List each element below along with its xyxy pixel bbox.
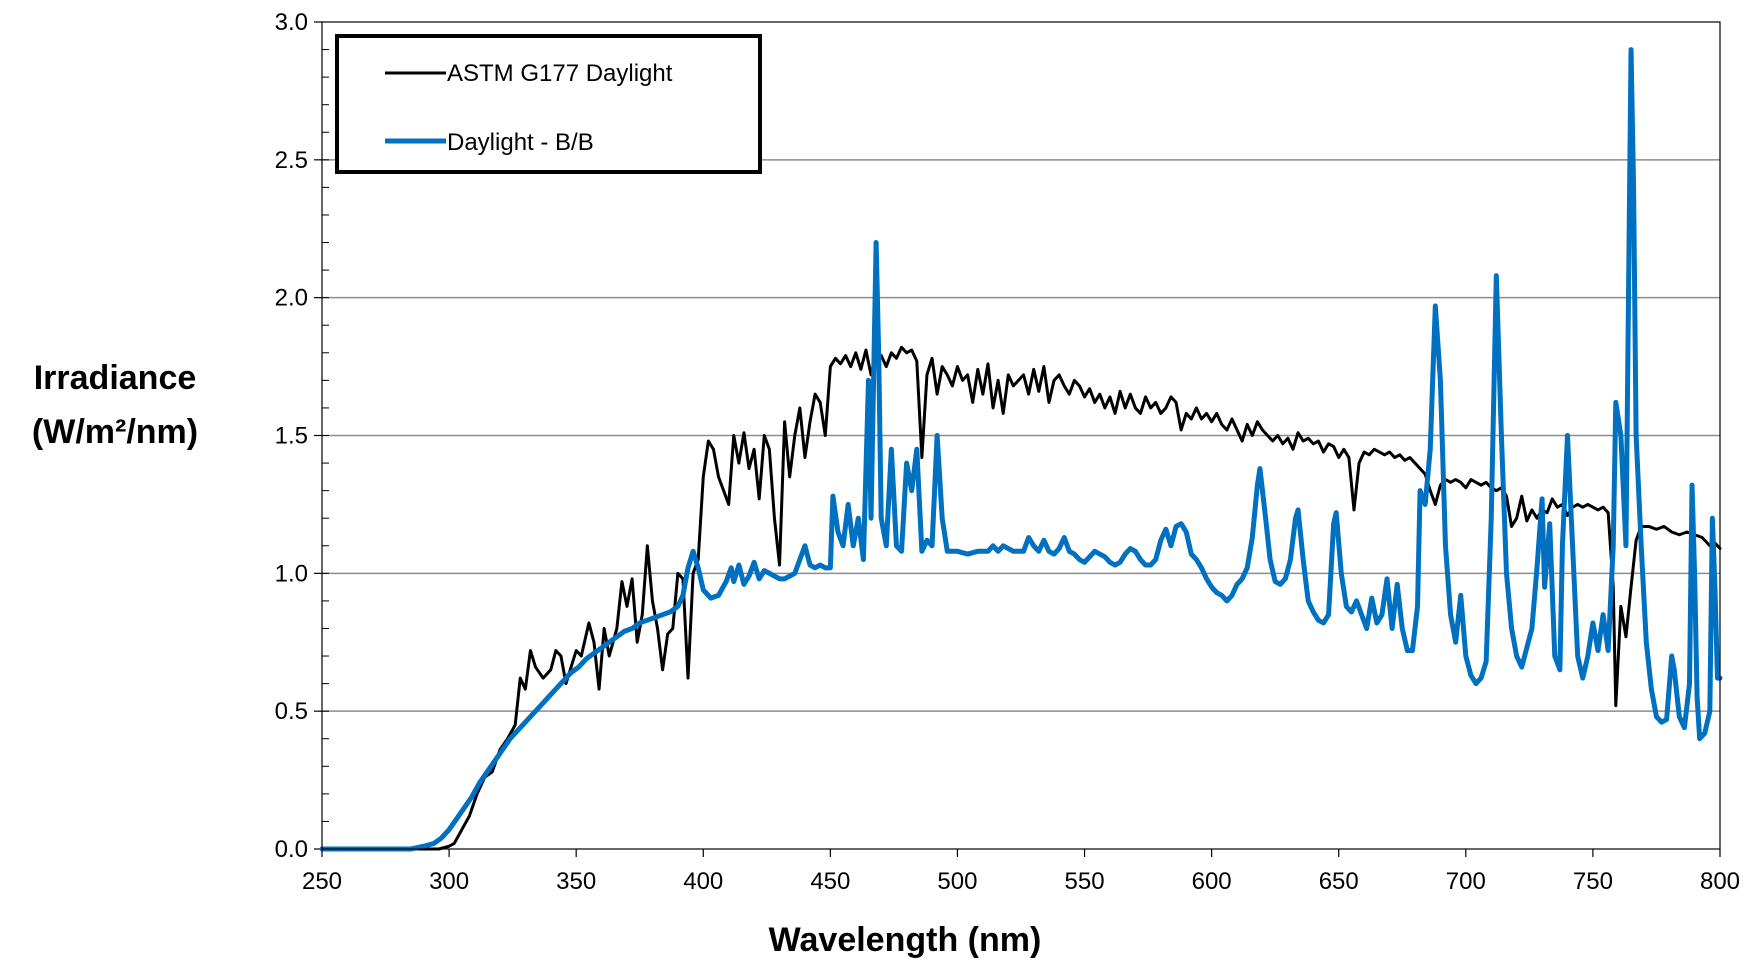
legend-label-astm: ASTM G177 Daylight <box>447 60 673 87</box>
legend-box <box>335 34 762 174</box>
x-axis-title: Wavelength (nm) <box>769 921 1042 959</box>
y-tick-label: 2.0 <box>275 285 308 312</box>
legend: ASTM G177 Daylight Daylight - B/B <box>335 34 762 174</box>
x-tick-label: 350 <box>556 868 596 895</box>
x-tick-label: 800 <box>1700 868 1740 895</box>
y-tick-label: 1.5 <box>275 423 308 450</box>
x-tick-label: 700 <box>1446 868 1486 895</box>
x-tick-label: 250 <box>302 868 342 895</box>
y-tick-label: 0.0 <box>275 836 308 863</box>
y-tick-label: 0.5 <box>275 698 308 725</box>
x-tick-label: 650 <box>1319 868 1359 895</box>
x-tick-label: 500 <box>937 868 977 895</box>
x-tick-label: 550 <box>1065 868 1105 895</box>
x-tick-label: 750 <box>1573 868 1613 895</box>
x-axis-tick-labels: 250 300 350 400 450 500 550 600 650 700 750 800 <box>302 849 1740 895</box>
x-tick-label: 300 <box>429 868 469 895</box>
y-axis-tick-labels: 0.0 0.5 1.0 1.5 2.0 2.5 3.0 <box>275 9 308 863</box>
series-layer <box>319 47 1723 852</box>
x-tick-label: 600 <box>1192 868 1232 895</box>
series-line-daylight-bb <box>319 47 1723 852</box>
y-tick-label: 3.0 <box>275 9 308 36</box>
x-tick-label: 400 <box>683 868 723 895</box>
plot-area-border <box>321 21 1721 850</box>
x-tick-label: 450 <box>810 868 850 895</box>
y-axis-minor-ticks <box>322 21 329 850</box>
legend-label-bb: Daylight - B/B <box>447 129 594 156</box>
y-axis-title-line2: (W/m²/nm) <box>32 413 198 451</box>
y-tick-label: 1.0 <box>275 560 308 587</box>
y-axis-title-line1: Irradiance <box>34 359 197 397</box>
y-tick-label: 2.5 <box>275 147 308 174</box>
